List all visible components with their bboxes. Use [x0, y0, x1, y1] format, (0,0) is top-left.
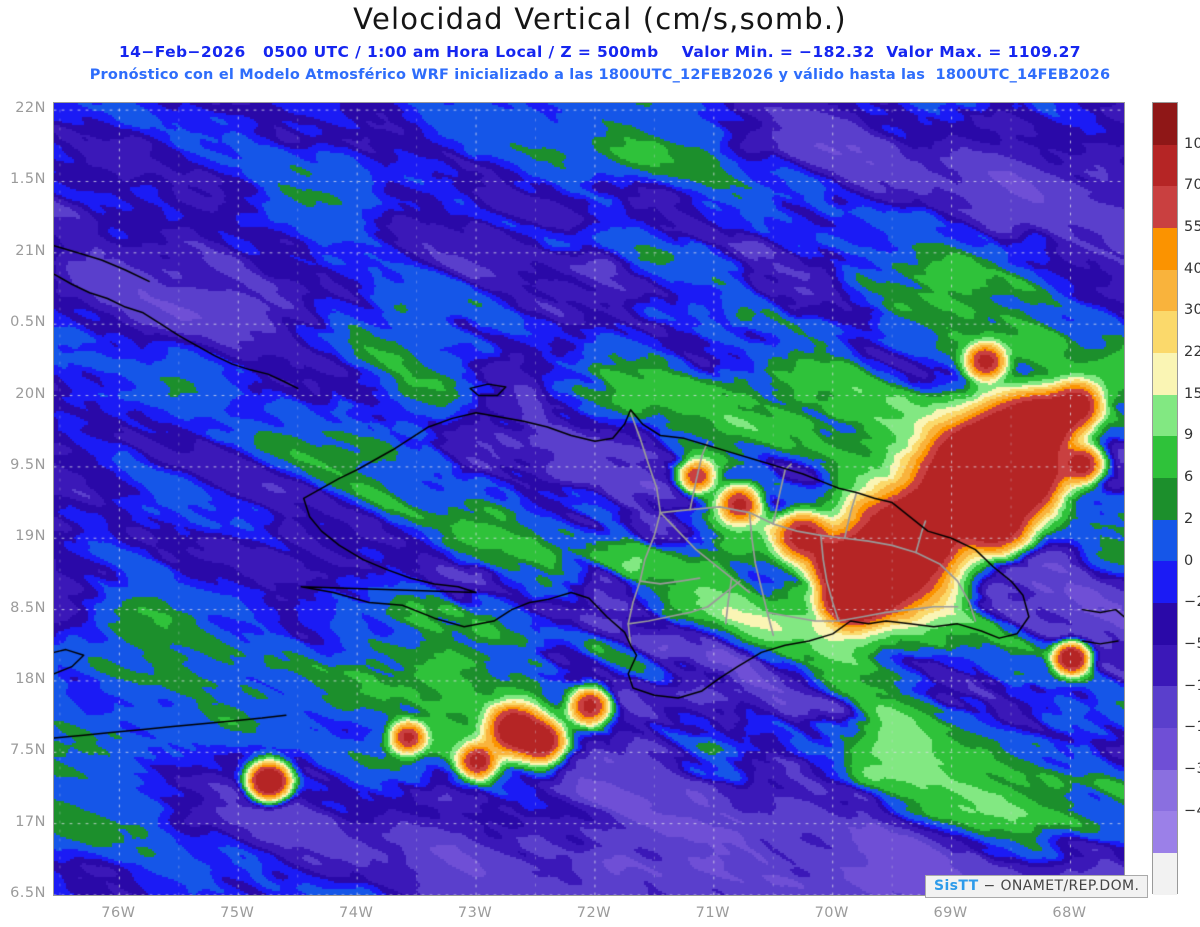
colorbar-band-8: [1153, 519, 1177, 562]
lat-tick-9: 7.5N: [10, 742, 46, 759]
credit-org: ONAMET/REP.DOM.: [1000, 878, 1140, 894]
lon-tick-2: 74W: [339, 905, 374, 921]
lat-tick-1: 1.5N: [10, 171, 46, 188]
colorbar-band-0: [1153, 853, 1177, 895]
colorbar-label-2: 55: [1184, 219, 1200, 236]
colorbar-label-4: 30: [1184, 302, 1200, 319]
colorbar-label-14: −18: [1184, 719, 1200, 736]
lon-tick-8: 68W: [1052, 905, 1087, 921]
colorbar-band-2: [1153, 769, 1177, 812]
attribution-box: SisTT − ONAMET/REP.DOM.: [925, 875, 1149, 898]
colorbar-band-17: [1153, 144, 1177, 187]
lon-tick-5: 71W: [695, 905, 730, 921]
lon-tick-0: 76W: [101, 905, 136, 921]
colorbar-label-6: 15: [1184, 385, 1200, 402]
colorbar-label-13: −10: [1184, 677, 1200, 694]
colorbar-band-18: [1153, 103, 1177, 145]
colorbar-label-5: 22: [1184, 344, 1200, 361]
lat-tick-11: 6.5N: [10, 885, 46, 901]
colorbar-label-9: 2: [1184, 510, 1194, 527]
colorbar-band-3: [1153, 728, 1177, 770]
colorbar-band-15: [1153, 228, 1177, 270]
colorbar-band-14: [1153, 269, 1177, 312]
colorbar: [1152, 102, 1178, 895]
colorbar-label-11: −2: [1184, 594, 1200, 611]
colorbar-label-12: −5: [1184, 635, 1200, 652]
colorbar-label-15: −30: [1184, 760, 1200, 777]
colorbar-label-3: 40: [1184, 260, 1200, 277]
lon-tick-7: 69W: [933, 905, 968, 921]
colorbar-band-12: [1153, 353, 1177, 395]
colorbar-band-13: [1153, 311, 1177, 354]
lon-tick-4: 72W: [576, 905, 612, 921]
colorbar-band-7: [1153, 561, 1177, 604]
colorbar-band-6: [1153, 603, 1177, 645]
forecast-metadata-line: 14−Feb−2026 0500 UTC / 1:00 am Hora Loca…: [119, 43, 1081, 61]
lat-tick-7: 8.5N: [10, 599, 46, 616]
lon-tick-1: 75W: [220, 905, 255, 921]
colorbar-band-1: [1153, 811, 1177, 854]
lat-tick-4: 20N: [15, 385, 46, 402]
colorbar-band-4: [1153, 686, 1177, 729]
lat-tick-3: 0.5N: [10, 314, 46, 331]
map-plot-area: [53, 102, 1125, 896]
sistt-brand: SisTT: [934, 878, 979, 894]
credit-separator: −: [978, 878, 1001, 894]
colorbar-band-9: [1153, 478, 1177, 520]
model-description-line: Pronóstico con el Modelo Atmosférico WRF…: [89, 67, 1111, 83]
lat-tick-10: 17N: [15, 813, 46, 830]
page-title: Velocidad Vertical (cm/s,somb.): [353, 2, 847, 36]
lon-tick-3: 73W: [457, 905, 493, 921]
lon-tick-6: 70W: [814, 905, 849, 921]
colorbar-label-1: 70: [1184, 177, 1200, 194]
lat-tick-6: 19N: [15, 528, 46, 545]
vertical-velocity-field: [54, 103, 1124, 895]
lat-tick-2: 21N: [15, 242, 46, 259]
colorbar-band-5: [1153, 644, 1177, 687]
lat-tick-5: 9.5N: [10, 456, 46, 473]
colorbar-label-10: 0: [1184, 552, 1194, 569]
colorbar-label-16: −45: [1184, 802, 1200, 819]
colorbar-band-16: [1153, 186, 1177, 229]
lat-tick-8: 18N: [15, 670, 46, 687]
lat-tick-0: 22N: [15, 100, 46, 117]
colorbar-band-11: [1153, 394, 1177, 437]
colorbar-label-0: 100: [1184, 135, 1200, 152]
colorbar-band-10: [1153, 436, 1177, 479]
colorbar-label-8: 6: [1184, 469, 1194, 486]
colorbar-label-7: 9: [1184, 427, 1194, 444]
